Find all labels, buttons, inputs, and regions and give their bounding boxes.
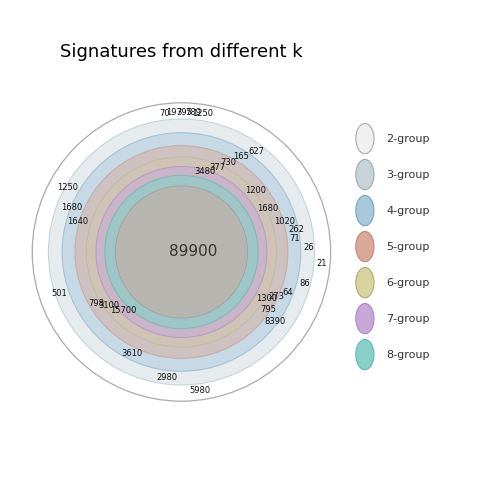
Text: 26: 26 <box>303 243 314 252</box>
Text: 8390: 8390 <box>265 318 286 327</box>
Text: 1020: 1020 <box>274 217 295 226</box>
Text: 1200: 1200 <box>244 186 266 196</box>
Circle shape <box>105 175 258 329</box>
Text: 71: 71 <box>289 234 300 243</box>
Text: 5-group: 5-group <box>386 241 429 251</box>
Circle shape <box>356 196 374 226</box>
Text: 8-group: 8-group <box>386 350 429 359</box>
Text: 3100: 3100 <box>98 301 119 310</box>
Text: 3-group: 3-group <box>386 170 429 179</box>
Text: 3480: 3480 <box>194 167 215 176</box>
Text: 262: 262 <box>288 225 304 234</box>
Text: 377: 377 <box>209 163 225 172</box>
Circle shape <box>96 166 267 338</box>
Text: 730: 730 <box>221 158 237 167</box>
Text: 4-group: 4-group <box>386 206 429 216</box>
Text: 273: 273 <box>268 292 284 301</box>
Text: 64: 64 <box>282 288 293 297</box>
Circle shape <box>115 186 247 318</box>
Circle shape <box>75 146 288 358</box>
Text: 6-group: 6-group <box>386 278 429 288</box>
Text: 1250: 1250 <box>57 183 78 192</box>
Circle shape <box>48 119 314 385</box>
Text: 5980: 5980 <box>190 386 211 395</box>
Circle shape <box>356 303 374 334</box>
Circle shape <box>356 340 374 370</box>
Text: 15700: 15700 <box>110 306 137 315</box>
Text: 70: 70 <box>160 108 170 117</box>
Text: 21: 21 <box>317 259 327 268</box>
Text: 7-group: 7-group <box>386 313 429 324</box>
Text: 627: 627 <box>248 147 265 156</box>
Text: 501: 501 <box>51 289 67 298</box>
Text: 3610: 3610 <box>121 349 143 358</box>
Text: 2-group: 2-group <box>386 134 429 144</box>
Text: 1640: 1640 <box>68 217 89 226</box>
Text: 165: 165 <box>233 152 248 161</box>
Text: 1300: 1300 <box>256 294 277 303</box>
Circle shape <box>356 159 374 190</box>
Text: 798: 798 <box>88 299 104 308</box>
Circle shape <box>86 157 277 347</box>
Text: 197: 197 <box>166 108 182 117</box>
Text: 395: 395 <box>176 107 192 116</box>
Circle shape <box>356 123 374 154</box>
Text: 795: 795 <box>261 305 276 314</box>
Text: 2980: 2980 <box>156 373 177 382</box>
Text: 1680: 1680 <box>61 203 82 212</box>
Text: 89900: 89900 <box>169 244 218 260</box>
Circle shape <box>62 133 301 371</box>
Text: 1250: 1250 <box>192 109 213 118</box>
Title: Signatures from different k: Signatures from different k <box>60 43 303 61</box>
Circle shape <box>356 268 374 298</box>
Circle shape <box>356 231 374 262</box>
Text: 1680: 1680 <box>258 204 279 213</box>
Text: 86: 86 <box>299 279 310 288</box>
Text: 789: 789 <box>185 108 201 117</box>
